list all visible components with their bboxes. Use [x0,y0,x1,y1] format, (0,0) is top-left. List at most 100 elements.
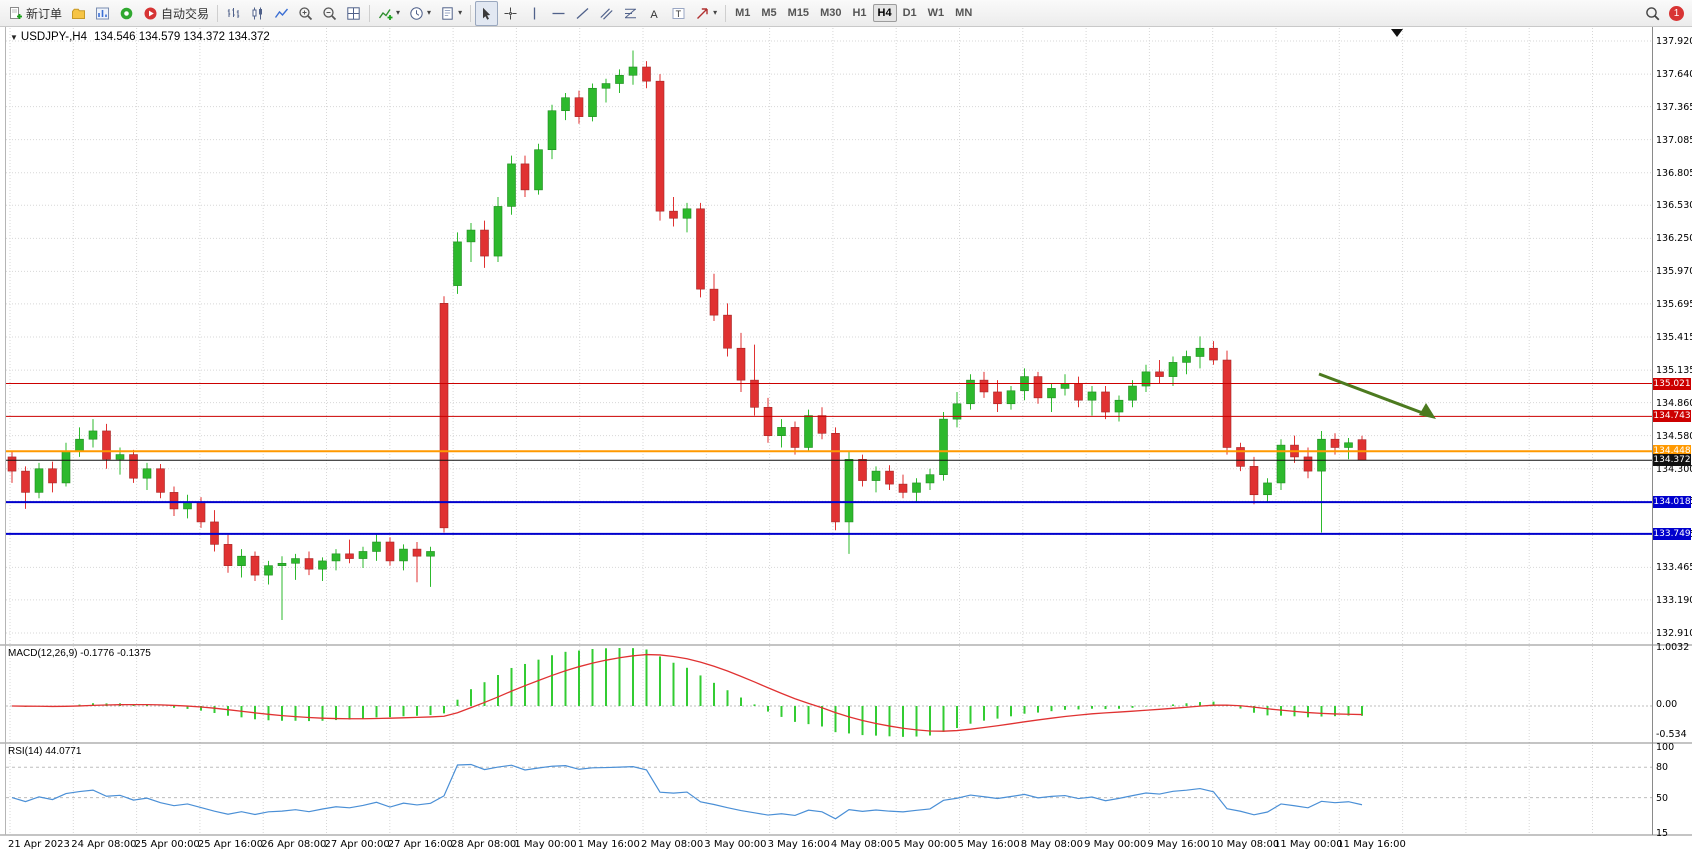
market-watch-icon [95,6,110,21]
horizontal-line-tool-button[interactable] [547,1,570,26]
horizontal-lines[interactable] [6,383,1652,535]
candle-body [156,468,165,493]
candle-body [453,241,462,286]
candle-body [1168,362,1178,377]
candle-body [1033,376,1043,399]
timeframe-toolbar: M1 M5 M15 M30 H1 H4 D1 W1 MN [730,4,977,22]
timeframe-button-d1[interactable]: D1 [902,7,917,19]
timeframe-button-m30[interactable]: M30 [820,7,842,19]
trendline-icon [575,6,590,21]
candle-body [223,544,233,566]
candle-body [1141,371,1151,387]
auto-trading-label: 自动交易 [161,6,210,21]
candle-body [34,468,44,493]
tile-windows-button[interactable] [342,1,365,26]
candle-body [709,288,719,316]
text-tool-button[interactable]: A [643,1,666,26]
timeframe-button-m15[interactable]: M15 [787,7,810,19]
text-label-tool-button[interactable]: T [667,1,690,26]
candle-body [1344,442,1353,448]
line-chart-button[interactable] [270,1,293,26]
candle-body [1303,456,1313,472]
candle-body [7,456,17,472]
timeframe-button-mn[interactable]: MN [955,7,973,19]
candle-body [345,553,354,559]
chevron-down-icon: ▾ [713,8,718,17]
candle-body [1276,444,1286,484]
fibonacci-tool-button[interactable] [619,1,642,26]
candle-body [1222,359,1232,448]
candle-body [291,558,300,564]
toolbar-separator [725,4,727,22]
candle-body [237,555,246,566]
zoom-out-icon [322,6,337,21]
auto-trading-icon [143,6,158,21]
candle-body [736,347,746,381]
toolbar-separator [470,4,472,22]
candle-body [412,548,422,557]
candle-body [1128,385,1137,401]
toolbar-separator [369,4,371,22]
candle-body [912,482,921,493]
auto-trading-button[interactable]: 自动交易 [139,1,213,26]
search-button[interactable] [1641,1,1664,26]
svg-text:A: A [650,8,658,20]
candle-body [196,501,206,523]
horizontal-line-icon [551,6,566,21]
candle-body [88,430,98,440]
candlestick-chart-button[interactable] [246,1,269,26]
profile-icon [71,6,86,21]
trendline-tool-button[interactable] [571,1,594,26]
zoom-in-button[interactable] [294,1,317,26]
timeframe-button-m1[interactable]: M1 [735,7,751,19]
timeframe-button-w1[interactable]: W1 [927,7,945,19]
label-icon: T [671,6,686,21]
candle-body [466,229,476,243]
candle-body [75,438,84,452]
new-order-label: 新订单 [26,6,63,21]
chart-shift-marker[interactable] [1391,29,1403,37]
notification-badge[interactable]: 1 [1669,5,1684,21]
candle-body [1101,391,1110,413]
candle-body [1236,447,1245,467]
periods-button[interactable]: ▾ [405,1,435,26]
arrow-icon [695,6,710,21]
terminal-button[interactable] [115,1,138,26]
candle-body [1155,371,1164,377]
candle-body [561,97,570,112]
candle-body [1263,482,1272,496]
zoom-out-button[interactable] [318,1,341,26]
candle-body [696,208,705,290]
templates-button[interactable]: ▾ [436,1,466,26]
timeframe-button-m5[interactable]: M5 [761,7,777,19]
new-order-icon [8,6,23,21]
candle-body [777,427,786,436]
indicators-button[interactable]: ▾ [374,1,404,26]
candle-body [547,110,557,151]
vertical-line-tool-button[interactable] [523,1,546,26]
candle-body [439,303,449,529]
profile-button[interactable] [67,1,90,26]
candle-body [669,210,678,219]
crosshair-tool-button[interactable] [499,1,522,26]
cursor-tool-button[interactable] [475,0,499,26]
candle-body [979,379,989,393]
timeframe-button-h4[interactable]: H4 [872,4,897,22]
candle-body [925,474,935,484]
trend-arrow-annotation[interactable] [1318,372,1436,419]
candle-body [615,74,624,84]
channel-tool-button[interactable] [595,1,618,26]
candle-body [1195,347,1205,357]
new-order-button[interactable]: 新订单 [4,1,66,26]
market-watch-button[interactable] [91,1,114,26]
indicators-icon [378,6,393,21]
arrows-tool-button[interactable]: ▾ [691,1,721,26]
candle-body [817,415,827,434]
timeframe-button-h1[interactable]: H1 [852,7,867,19]
candle-body [898,483,908,493]
bar-chart-button[interactable] [222,1,245,26]
candle-body [318,560,327,570]
tile-windows-icon [346,6,361,21]
candle-body [277,562,287,566]
